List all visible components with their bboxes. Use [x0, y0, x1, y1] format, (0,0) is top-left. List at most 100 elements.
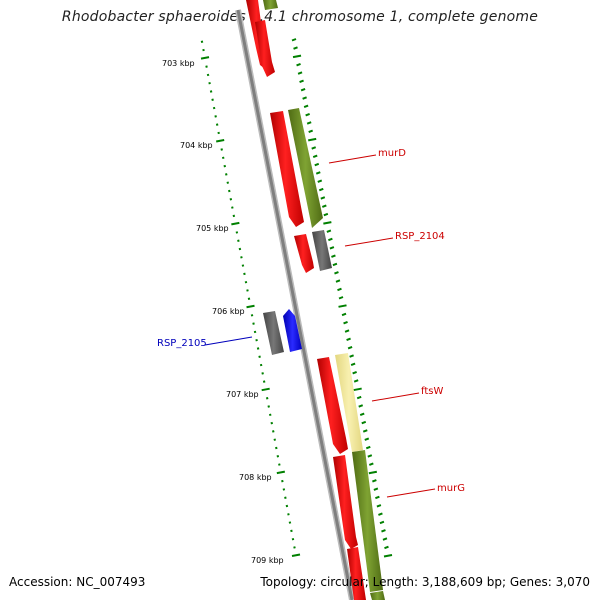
gene-label-murg[interactable]: murG: [437, 483, 465, 494]
outer-tick: [379, 520, 385, 525]
leader-murg: [386, 488, 436, 498]
gene-gray-rsp2105[interactable]: [263, 311, 284, 355]
inner-minor-tick: [247, 297, 251, 300]
outer-tick: [308, 129, 314, 133]
inner-minor-tick: [214, 115, 217, 118]
outer-tick: [378, 512, 383, 516]
inner-minor-tick: [205, 65, 208, 68]
topology-text: Topology: circular; Length: 3,188,609 bp…: [260, 575, 590, 589]
gene-yellow-ftsw[interactable]: [335, 353, 363, 452]
inner-minor-tick: [259, 363, 263, 367]
outer-tick: [293, 46, 298, 50]
kbp-label-709: 709 kbp: [251, 556, 284, 565]
inner-minor-tick: [256, 347, 260, 350]
inner-minor-tick: [288, 521, 292, 524]
outer-tick: [318, 187, 324, 192]
inner-minor-tick: [273, 438, 277, 441]
inner-minor-tick: [217, 131, 220, 135]
outer-tick: [350, 362, 356, 367]
leader-murd: [328, 154, 377, 164]
inner-minor-tick: [208, 81, 211, 85]
outer-tick: [359, 412, 365, 416]
outer-tick: [328, 237, 333, 242]
inner-minor-tick: [220, 148, 223, 151]
outer-tick: [338, 296, 344, 300]
gene-label-rsp2105[interactable]: RSP_2105: [157, 338, 207, 349]
kbp-label-706: 706 kbp: [212, 307, 245, 316]
outer-tick: [382, 537, 388, 541]
inner-minor-tick: [262, 380, 266, 383]
inner-minor-tick: [265, 397, 269, 400]
inner-major-tick: [276, 470, 286, 475]
inner-minor-tick: [243, 272, 246, 276]
outer-tick: [383, 554, 393, 558]
inner-minor-tick: [237, 239, 240, 242]
gene-red-rsp2104[interactable]: [294, 234, 314, 273]
inner-minor-tick: [229, 198, 233, 201]
outer-tick: [300, 87, 306, 92]
inner-major-tick: [216, 139, 225, 143]
inner-minor-tick: [226, 181, 230, 184]
inner-minor-tick: [225, 173, 228, 176]
gene-gray-rsp2104[interactable]: [312, 230, 332, 271]
gene-label-murd[interactable]: murD: [378, 148, 406, 159]
gene-red-murd[interactable]: [270, 111, 304, 227]
outer-tick: [331, 254, 336, 258]
inner-minor-tick: [206, 73, 210, 77]
inner-minor-tick: [231, 206, 234, 209]
gene-olive-murg[interactable]: [352, 450, 383, 592]
outer-tick: [338, 304, 347, 308]
inner-minor-tick: [284, 496, 287, 499]
inner-minor-tick: [255, 338, 258, 342]
accession-text: Accession: NC_007493: [9, 575, 146, 589]
kbp-label-705: 705 kbp: [196, 224, 229, 233]
inner-minor-tick: [281, 479, 284, 483]
gene-label-rsp2104[interactable]: RSP_2104: [395, 231, 445, 242]
inner-minor-tick: [272, 430, 275, 433]
gene-red-murg[interactable]: [333, 455, 358, 549]
gene-label-ftsw[interactable]: ftsW: [421, 386, 443, 397]
outer-tick: [353, 387, 362, 392]
inner-minor-tick: [211, 98, 214, 102]
inner-minor-tick: [228, 189, 231, 193]
gene-olive-murd[interactable]: [288, 108, 323, 228]
inner-minor-tick: [285, 504, 289, 508]
leader-ftsw: [371, 392, 420, 402]
outer-tick: [349, 354, 354, 358]
gene-blue-rsp2105[interactable]: [283, 309, 302, 352]
outer-tick: [368, 470, 378, 475]
gene-red-ftsw[interactable]: [317, 357, 348, 454]
inner-minor-tick: [240, 256, 243, 259]
backbone: [236, 9, 354, 600]
outer-tick: [375, 495, 380, 500]
outer-tick: [343, 321, 348, 325]
outer-tick: [346, 337, 351, 342]
gene-olive-top[interactable]: [263, 0, 278, 10]
outer-tick: [332, 262, 338, 267]
outer-tick: [365, 445, 371, 450]
outer-tick: [356, 395, 362, 400]
inner-minor-tick: [252, 322, 255, 325]
kbp-label-707: 707 kbp: [226, 390, 259, 399]
inner-minor-tick: [232, 214, 236, 218]
gene-red-bottom[interactable]: [347, 547, 366, 600]
inner-minor-tick: [246, 289, 249, 292]
inner-minor-tick: [290, 529, 293, 533]
outer-tick: [291, 38, 297, 42]
gene-red-top-b[interactable]: [255, 20, 275, 77]
outer-tick: [314, 162, 320, 167]
outer-tick: [337, 287, 342, 292]
kbp-labels: 703 kbp 704 kbp 705 kbp 706 kbp 707 kbp …: [162, 59, 284, 565]
outer-tick: [376, 504, 382, 508]
gene-olive-bottom[interactable]: [370, 591, 385, 600]
outer-tick: [308, 137, 317, 142]
inner-minor-tick: [275, 446, 278, 450]
inner-minor-tick: [287, 513, 290, 516]
inner-minor-tick: [238, 247, 242, 251]
kbp-label-703: 703 kbp: [162, 59, 195, 68]
inner-major-tick: [261, 387, 270, 392]
outer-tick: [306, 121, 312, 125]
outer-tick: [341, 312, 347, 317]
inner-minor-tick: [215, 123, 219, 126]
